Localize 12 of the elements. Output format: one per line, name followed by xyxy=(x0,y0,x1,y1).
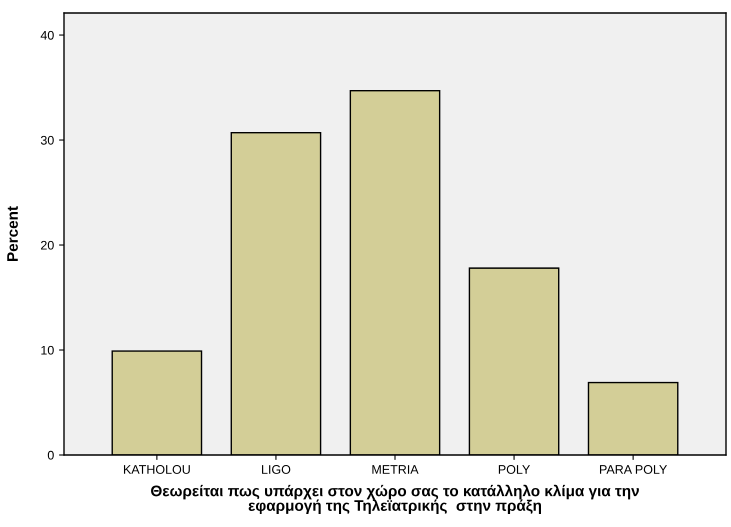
x-tick-label: PARA POLY xyxy=(600,465,668,474)
y-tick-label: 0 xyxy=(48,450,54,460)
y-axis-title: Percent xyxy=(7,206,18,261)
y-tick-label: 20 xyxy=(41,240,54,250)
x-tick-label: METRIA xyxy=(372,465,419,474)
y-tick-label: 30 xyxy=(40,136,54,145)
y-tick-label: 40 xyxy=(40,30,54,40)
x-axis-title: Θεωρείται πως υπάρχει στον χώρο σας το κατάλληλο κλίμα για την εφαρμογή της Τηλεϊατρικής στην πράξη xyxy=(151,484,639,514)
x-tick-label: POLY xyxy=(498,465,530,474)
x-tick-label: KATHOLOU xyxy=(124,465,190,474)
y-tick-label: 10 xyxy=(41,346,54,355)
x-tick-label: LIGO xyxy=(262,465,290,474)
